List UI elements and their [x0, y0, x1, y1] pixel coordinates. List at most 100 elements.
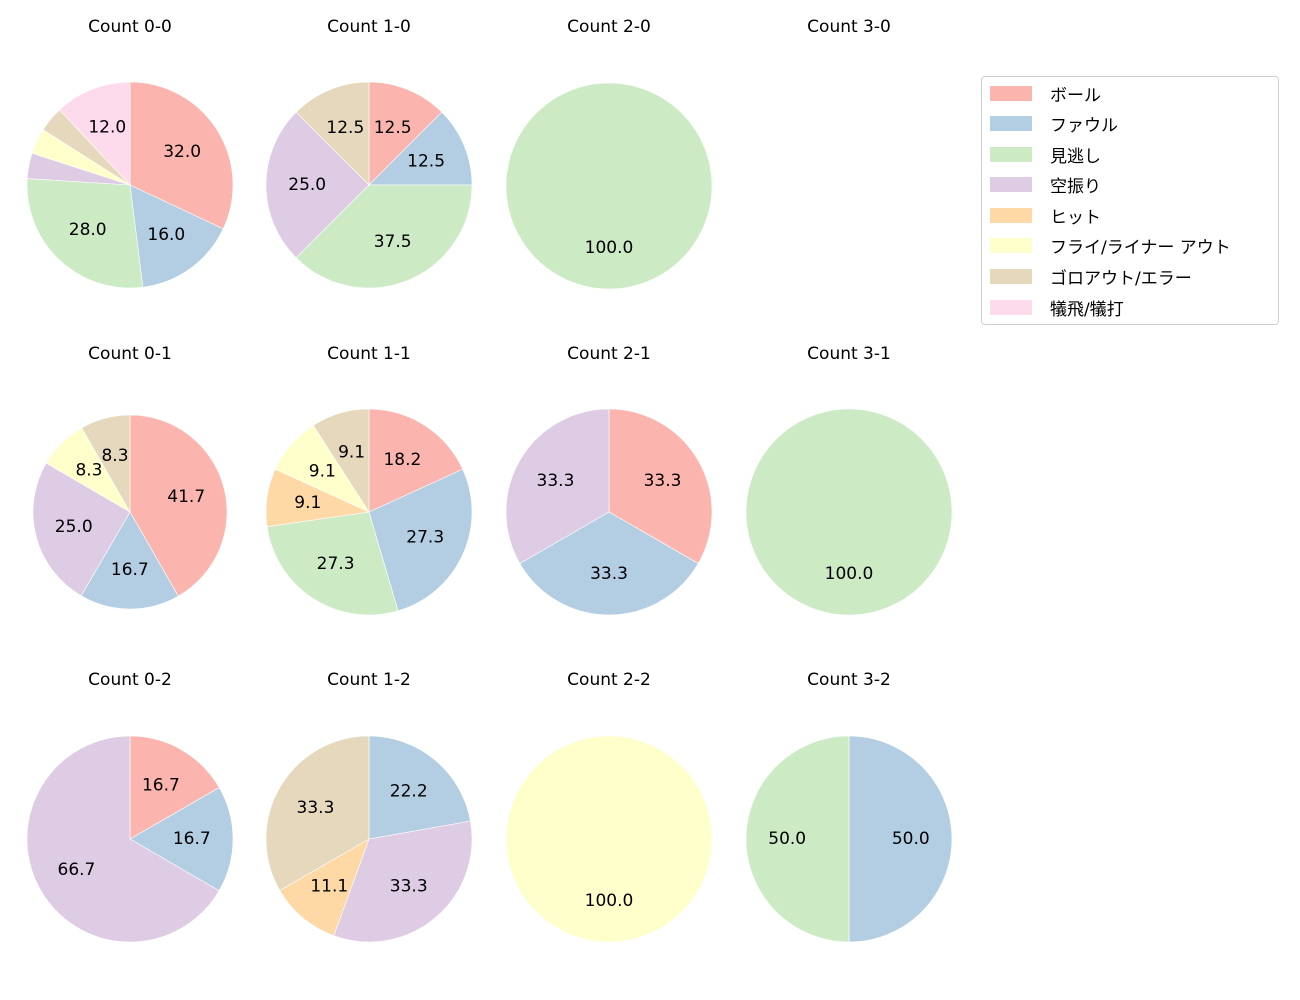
- pie-slice: [295, 184, 473, 289]
- legend-label: ヒット: [1050, 207, 1101, 228]
- pie-slice: [505, 735, 713, 943]
- slice-label: 66.7: [58, 860, 96, 880]
- pie-chart: 33.3 33.3 33.3: [505, 408, 713, 616]
- pie-slice: [368, 468, 473, 612]
- pie-title: Count 3-1: [807, 344, 891, 364]
- slice-label: 33.3: [390, 876, 428, 896]
- pie-slice: [745, 735, 850, 943]
- slice-label: 50.0: [768, 829, 806, 849]
- legend-item-ground-out-error: ゴロアウト/エラー: [990, 264, 1192, 289]
- legend-label: ゴロアウト/エラー: [1050, 268, 1192, 289]
- legend-label: 見逃し: [1050, 146, 1101, 167]
- legend: ボール ファウル 見逃し 空振り ヒット フライ/ライナー アウト ゴロアウト/…: [981, 76, 1279, 325]
- legend-swatch: [990, 207, 1032, 223]
- slice-label: 18.2: [383, 450, 421, 470]
- slice-label: 33.3: [590, 564, 628, 584]
- slice-label: 50.0: [892, 829, 930, 849]
- pie-slice: [368, 735, 471, 840]
- pie-slice: [333, 820, 473, 943]
- pie-slice: [129, 787, 234, 892]
- slice-label: 16.7: [111, 560, 149, 580]
- slice-label: 12.0: [88, 118, 126, 138]
- pie-title: Count 1-2: [327, 670, 411, 690]
- pie-slice: [129, 735, 220, 840]
- pie-slice: [608, 408, 713, 564]
- pie-slice: [368, 408, 464, 513]
- legend-label: 犠飛/犠打: [1050, 299, 1124, 320]
- legend-item-hit: ヒット: [990, 203, 1101, 228]
- slice-label: 9.1: [309, 462, 336, 482]
- pie-chart: 100.0: [505, 82, 713, 290]
- legend-label: フライ/ライナー アウト: [1050, 237, 1231, 258]
- pie-slice: [129, 184, 224, 288]
- slice-label: 16.7: [173, 829, 211, 849]
- slice-label: 100.0: [585, 891, 634, 911]
- pie-chart: 32.0 16.0 28.0 12.0: [26, 81, 234, 289]
- legend-item-fly-liner-out: フライ/ライナー アウト: [990, 233, 1231, 258]
- pie-chart: 12.5 12.5 37.5 25.0 12.5: [265, 81, 473, 289]
- pie-slice: [129, 81, 234, 230]
- slice-label: 28.0: [69, 220, 107, 240]
- legend-swatch: [990, 115, 1032, 131]
- pie-slice: [295, 81, 370, 186]
- pie-chart: 100.0: [505, 735, 713, 943]
- slice-label: 16.0: [147, 225, 185, 245]
- legend-swatch: [990, 237, 1032, 253]
- pie-title: Count 0-0: [88, 17, 172, 37]
- slice-label: 100.0: [825, 564, 874, 584]
- legend-swatch: [990, 176, 1032, 192]
- pie-slice: [848, 735, 953, 943]
- pie-slice: [368, 111, 473, 186]
- legend-item-foul: ファウル: [990, 111, 1118, 136]
- pie-slice: [745, 408, 953, 616]
- pie-title: Count 0-2: [88, 670, 172, 690]
- slice-label: 33.3: [297, 798, 335, 818]
- pie-slice: [312, 408, 370, 514]
- pie-title: Count 1-1: [327, 344, 411, 364]
- pie-chart: 100.0: [745, 408, 953, 616]
- pie-chart: 22.2 33.3 11.1 33.3: [265, 735, 473, 943]
- pie-title: Count 3-2: [807, 670, 891, 690]
- legend-label: ファウル: [1050, 115, 1118, 136]
- slice-label: 22.2: [390, 782, 428, 802]
- pie-slice: [129, 414, 228, 597]
- legend-swatch: [990, 268, 1032, 284]
- pie-slice: [32, 462, 131, 597]
- slice-label: 8.3: [101, 446, 128, 466]
- pie-title: Count 1-0: [327, 17, 411, 37]
- slice-label: 41.7: [167, 487, 205, 507]
- legend-swatch: [990, 146, 1032, 162]
- slice-label: 32.0: [163, 142, 201, 162]
- slice-label: 12.5: [374, 118, 412, 138]
- pie-chart: 41.7 16.7 25.0 8.38.3: [32, 414, 228, 610]
- pie-title: Count 2-2: [567, 670, 651, 690]
- pie-slice: [59, 81, 131, 186]
- pie-slice: [80, 511, 179, 610]
- legend-swatch: [990, 299, 1032, 315]
- slice-label: 27.3: [317, 554, 355, 574]
- legend-item-ball: ボール: [990, 81, 1101, 106]
- pie-slice: [505, 408, 610, 564]
- slice-label: 27.3: [406, 528, 444, 548]
- pie-chart: 50.0 50.0: [745, 735, 953, 943]
- legend-swatch: [990, 85, 1032, 101]
- slice-label: 37.5: [374, 232, 412, 252]
- pie-slice: [26, 178, 144, 289]
- pie-slice: [81, 414, 131, 514]
- slice-label: 9.1: [338, 443, 365, 463]
- pie-chart: 16.7 16.7 66.7: [26, 735, 234, 943]
- slice-label: 9.1: [294, 493, 321, 513]
- pie-title: Count 2-0: [567, 17, 651, 37]
- slice-label: 16.7: [142, 775, 180, 795]
- legend-item-called-strike: 見逃し: [990, 142, 1101, 167]
- slice-label: 11.1: [310, 876, 348, 896]
- pie-slice: [26, 735, 220, 943]
- pie-title: Count 0-1: [88, 344, 172, 364]
- pie-chart: 18.227.327.39.19.19.1: [265, 408, 473, 616]
- pie-slice: [265, 111, 370, 259]
- legend-item-swinging-strike: 空振り: [990, 172, 1101, 197]
- pie-slice: [505, 82, 713, 290]
- legend-label: ボール: [1050, 85, 1101, 106]
- pie-title: Count 3-0: [807, 17, 891, 37]
